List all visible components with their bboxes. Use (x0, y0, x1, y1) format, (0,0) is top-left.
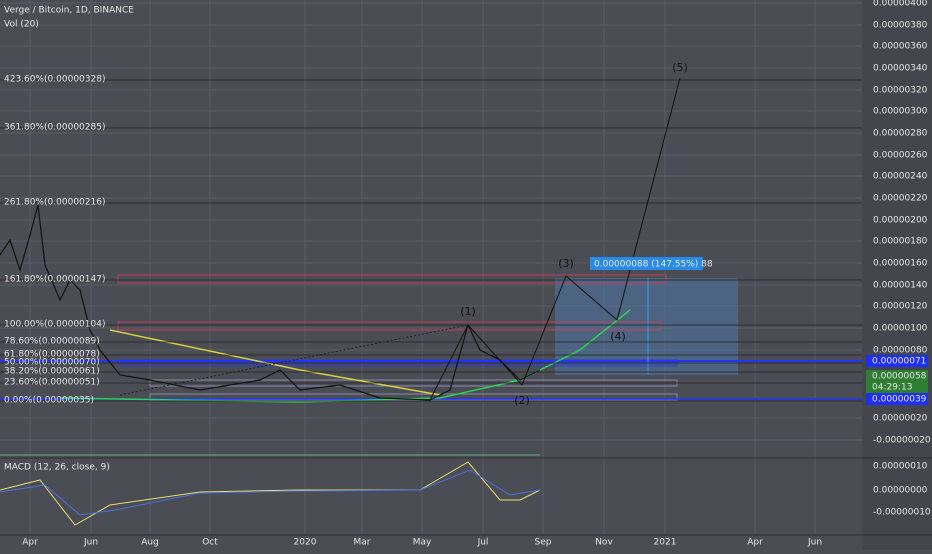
time-tick: Nov (595, 538, 613, 548)
fib-label: 100.00%(0.00000104) (4, 320, 105, 330)
wave-label: (5) (672, 61, 688, 74)
price-tag: 0.00000058 (872, 372, 927, 382)
price-tick: 0.00000120 (873, 302, 928, 312)
time-tick: Sep (535, 538, 552, 548)
macd-line (0, 461, 541, 526)
price-line (0, 204, 541, 401)
time-tick: Jun (807, 538, 822, 548)
fib-label: 161.80%(0.00000147) (4, 275, 105, 285)
macd-tick: -0.00000010 (873, 508, 931, 518)
time-tick: 2020 (294, 538, 317, 548)
macd-tick: 0.00000000 (873, 486, 928, 496)
price-tick: 0.00000380 (873, 21, 928, 31)
price-tick: 0.00000320 (873, 86, 928, 96)
price-tag-bg (866, 381, 928, 393)
fib-label: 78.60%(0.00000089) (4, 337, 100, 347)
price-tick: 0.00000100 (873, 324, 928, 334)
zone (117, 274, 667, 284)
price-tag: 04:29:13 (872, 383, 912, 393)
time-tick: May (413, 538, 432, 548)
price-tick: 0.00000020 (873, 414, 928, 424)
fib-label: 261.80%(0.00000216) (4, 198, 105, 208)
price-tick: 0.00000140 (873, 281, 928, 291)
price-tick: 0.00000240 (873, 172, 928, 182)
dotted-line (119, 324, 469, 396)
price-tick: 0.00000220 (873, 194, 928, 204)
fib-label: 61.80%(0.00000078) (4, 350, 100, 360)
price-tick: 0.00000280 (873, 129, 928, 139)
measure-label-bg (590, 257, 703, 270)
price-tag: 0.00000039 (872, 395, 927, 405)
fib-label: 361.80%(0.00000285) (4, 123, 105, 133)
trend-line (109, 329, 441, 396)
price-tick: 0.00000360 (873, 42, 928, 52)
price-tick: 0.00000340 (873, 64, 928, 74)
fib-label: 38.20%(0.00000061) (4, 367, 100, 377)
price-tick: -0.00000020 (873, 436, 931, 446)
fib-label: 50.00%(0.00000070) (4, 358, 100, 368)
zone (117, 321, 662, 331)
signal-line (0, 469, 541, 516)
measure-label: 0.00000088 (147.55%) 88 (594, 260, 713, 270)
fib-label: 0.00%(0.00000035) (4, 396, 94, 406)
fib-label: 423.60%(0.00000328) (4, 75, 105, 85)
price-tick: 0.00000260 (873, 151, 928, 161)
zone (149, 393, 678, 401)
measure-box (555, 278, 738, 375)
volume-label: Vol (20) (4, 20, 39, 30)
price-tag-bg (866, 393, 928, 405)
time-tick: Jul (477, 538, 489, 548)
wave-label: (3) (558, 257, 574, 270)
wave-label: (4) (610, 330, 626, 343)
time-tick: Apr (22, 538, 38, 548)
wave-label: (2) (514, 394, 530, 407)
grid (0, 0, 862, 535)
time-tick: 2021 (654, 538, 677, 548)
wave-label: (1) (460, 305, 476, 318)
price-tick: 0.00000080 (873, 346, 928, 356)
fib-label: 23.60%(0.00000051) (4, 378, 100, 388)
price-tick: 0.00000400 (873, 0, 928, 9)
price-tick: 0.00000160 (873, 259, 928, 269)
price-tick: 0.00000180 (873, 237, 928, 247)
macd-title: MACD (12, 26, close, 9) (4, 463, 110, 473)
time-tick: Oct (202, 538, 218, 548)
macd-tick: 0.00000010 (873, 462, 928, 472)
price-tag-bg (866, 370, 928, 382)
time-tick: Aug (141, 538, 159, 548)
time-tick: Apr (747, 538, 763, 548)
price-tag-bg (866, 355, 928, 367)
price-tick: 0.00000300 (873, 107, 928, 117)
time-tick: Mar (354, 538, 371, 548)
time-tick: Jun (83, 538, 98, 548)
price-tag: 0.00000071 (872, 357, 926, 367)
header-title: Verge / Bitcoin, 1D, BINANCE (4, 6, 134, 16)
price-tick: 0.00000200 (873, 216, 928, 226)
